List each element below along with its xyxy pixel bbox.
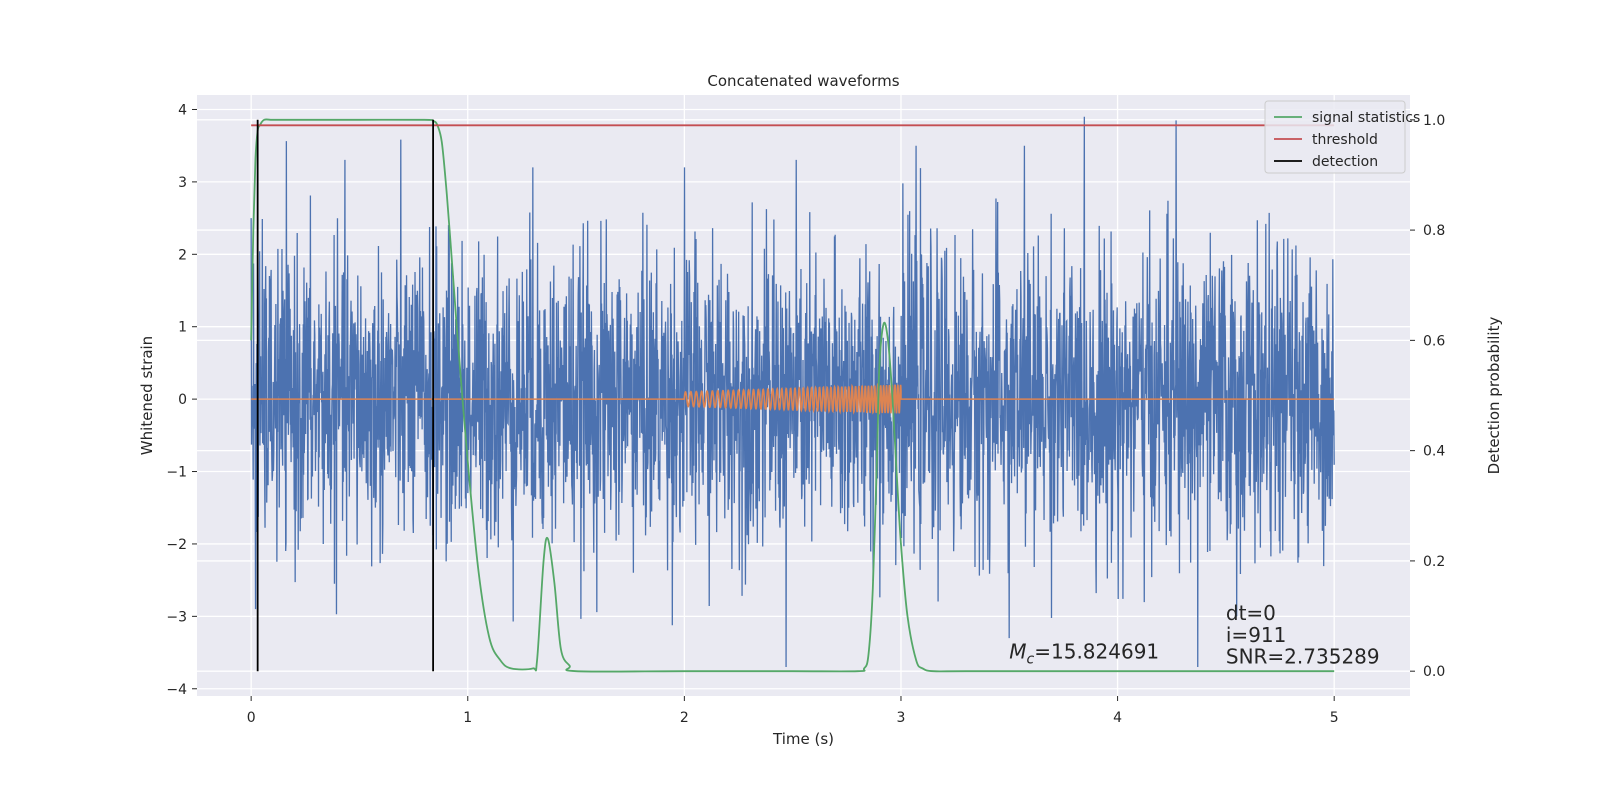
x-tick-label: 5 bbox=[1330, 710, 1339, 726]
legend: signal statistics threshold detection bbox=[1264, 100, 1420, 174]
y-tick-label: −3 bbox=[166, 609, 187, 625]
y-ticks: 4 3 2 1 0 −1 −2 −3 −4 bbox=[166, 102, 197, 698]
y2-ticks: 1.0 0.8 0.6 0.4 0.2 0.0 bbox=[1410, 113, 1445, 680]
y2-tick-label: 0.8 bbox=[1423, 223, 1445, 239]
x-tick-label: 0 bbox=[247, 710, 256, 726]
annotation-text: i=911 bbox=[1226, 623, 1287, 647]
y-tick-label: 1 bbox=[178, 320, 187, 336]
x-tick-label: 4 bbox=[1113, 710, 1122, 726]
x-axis-label: Time (s) bbox=[772, 730, 834, 748]
x-tick-label: 1 bbox=[463, 710, 472, 726]
series-template-chirp bbox=[251, 382, 1335, 415]
annotation-text: SNR=2.735289 bbox=[1226, 645, 1380, 669]
series-signal-statistics bbox=[250, 118, 1335, 673]
y-tick-label: 2 bbox=[178, 247, 187, 263]
y2-axis-label: Detection probability bbox=[1485, 317, 1503, 475]
y2-tick-label: 0.2 bbox=[1423, 554, 1445, 570]
y2-tick-label: 1.0 bbox=[1423, 113, 1445, 129]
y-tick-label: 3 bbox=[178, 175, 187, 191]
legend-box bbox=[1264, 100, 1406, 174]
x-tick-label: 2 bbox=[680, 710, 689, 726]
y2-tick-label: 0.0 bbox=[1423, 664, 1445, 680]
y-tick-label: −4 bbox=[166, 682, 187, 698]
series-layer bbox=[250, 116, 1335, 673]
y2-tick-label: 0.6 bbox=[1423, 333, 1445, 349]
y-tick-label: −2 bbox=[166, 537, 187, 553]
y-tick-label: 0 bbox=[178, 392, 187, 408]
legend-label: threshold bbox=[1312, 132, 1378, 148]
legend-label: detection bbox=[1312, 154, 1378, 170]
legend-label: signal statistics bbox=[1312, 110, 1420, 126]
y-tick-label: 4 bbox=[178, 102, 187, 118]
y-axis-label: Whitened strain bbox=[138, 336, 156, 455]
x-tick-label: 3 bbox=[897, 710, 906, 726]
annotation-text: Mc=15.824691 bbox=[1009, 640, 1159, 668]
annotation-text: dt=0 bbox=[1226, 601, 1276, 625]
y2-tick-label: 0.4 bbox=[1423, 444, 1445, 460]
y-tick-label: −1 bbox=[166, 465, 187, 481]
chart-title: Concatenated waveforms bbox=[707, 72, 899, 90]
x-ticks: 0 1 2 3 4 5 bbox=[247, 696, 1339, 726]
series-whitened-strain bbox=[250, 116, 1335, 668]
plot-clip-group bbox=[250, 116, 1335, 673]
